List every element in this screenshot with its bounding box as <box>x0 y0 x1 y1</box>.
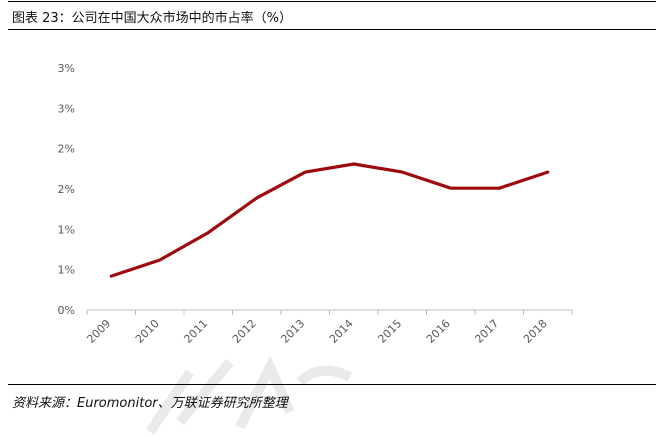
y-tick-label: 1% <box>58 223 75 236</box>
x-tick-label: 2012 <box>230 317 259 346</box>
y-tick-label: 2% <box>58 183 75 196</box>
watermark-logo <box>145 355 353 435</box>
y-tick-label: 1% <box>58 264 75 277</box>
x-tick-label: 2010 <box>133 317 162 346</box>
x-tick-label: 2014 <box>327 317 356 346</box>
y-tick-label: 2% <box>58 143 75 156</box>
x-tick-label: 2017 <box>472 317 501 346</box>
x-tick-label: 2013 <box>278 317 307 346</box>
x-tick-label: 2016 <box>424 317 453 346</box>
y-tick-label: 0% <box>58 304 75 317</box>
header-rule-top <box>8 1 656 2</box>
series-line-0 <box>109 162 550 278</box>
footer-rule <box>8 384 656 385</box>
figure-title: 图表 23：公司在中国大众市场中的市占率（%） <box>12 11 293 26</box>
y-tick-label: 3% <box>58 62 75 75</box>
y-tick-label: 3% <box>58 102 75 115</box>
x-tick-label: 2009 <box>84 317 113 346</box>
source-note: 资料来源：Euromonitor、万联证券研究所整理 <box>12 396 288 411</box>
x-tick-label: 2011 <box>181 317 210 346</box>
figure-header: 图表 23：公司在中国大众市场中的市占率（%） <box>0 0 656 30</box>
line-chart: 0% 1% 1% 2% 2% 3% 3% 2009 2010 2011 2012 2013 2014 20… <box>58 62 573 346</box>
chart-area: 0% 1% 1% 2% 2% 3% 3% 2009 2010 2011 2012 2013 2014 20… <box>0 30 656 380</box>
header-rule-bottom <box>8 29 656 30</box>
x-tick-label: 2018 <box>521 317 550 346</box>
x-tick-label: 2015 <box>375 317 404 346</box>
